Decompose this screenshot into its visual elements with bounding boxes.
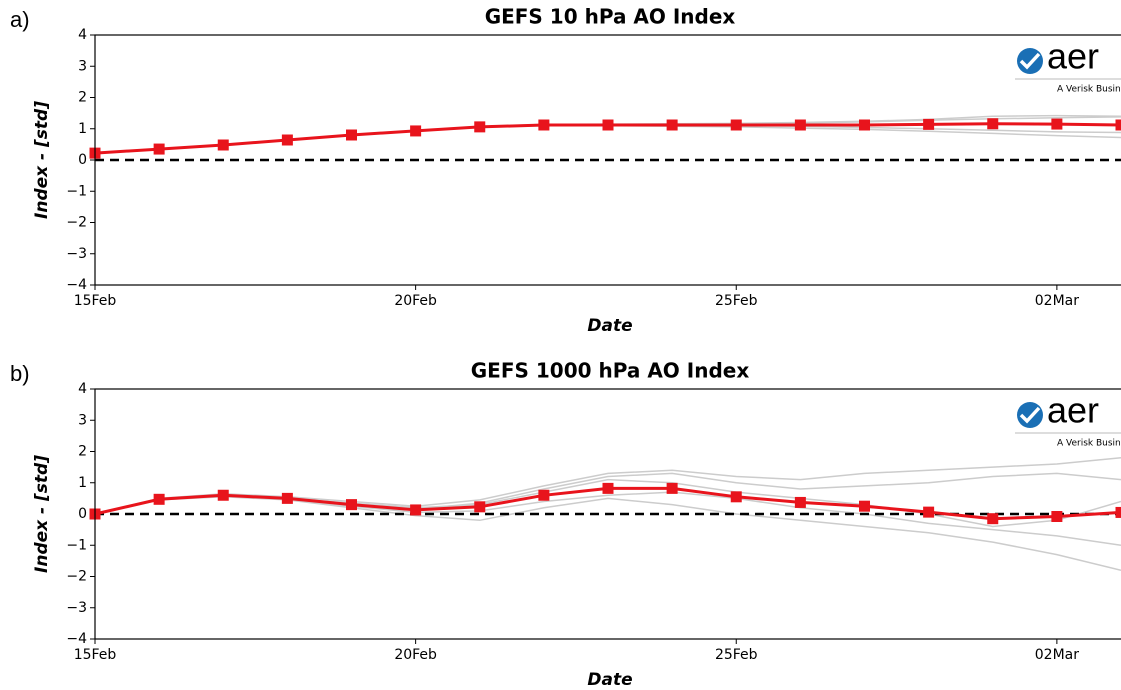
x-tick-label: 25Feb bbox=[715, 293, 758, 309]
x-axis-label: Date bbox=[587, 670, 632, 690]
marker bbox=[923, 506, 935, 518]
x-tick-label: 02Mar bbox=[1035, 293, 1079, 309]
y-tick-label: 1 bbox=[78, 475, 87, 491]
y-tick-label: −2 bbox=[66, 215, 87, 231]
x-tick-label: 20Feb bbox=[394, 647, 437, 663]
marker bbox=[410, 125, 422, 137]
marker bbox=[923, 118, 935, 130]
logo-tagline: A Verisk Business bbox=[1057, 439, 1121, 449]
marker bbox=[153, 493, 165, 505]
x-tick-label: 20Feb bbox=[394, 293, 437, 309]
y-axis-label: Index - [std] bbox=[32, 455, 52, 573]
y-tick-label: −2 bbox=[66, 569, 87, 585]
y-tick-label: 0 bbox=[78, 152, 87, 168]
marker bbox=[474, 121, 486, 133]
marker bbox=[281, 492, 293, 504]
y-tick-label: 3 bbox=[78, 412, 87, 428]
y-tick-label: −3 bbox=[66, 246, 87, 262]
y-tick-label: −4 bbox=[66, 631, 87, 647]
x-tick-label: 15Feb bbox=[74, 647, 117, 663]
logo-icon bbox=[1017, 402, 1043, 428]
y-tick-label: 0 bbox=[78, 506, 87, 522]
y-tick-label: 4 bbox=[78, 381, 87, 397]
logo-tagline: A Verisk Business bbox=[1057, 85, 1121, 95]
marker bbox=[794, 496, 806, 508]
y-tick-label: −1 bbox=[66, 183, 87, 199]
logo-check bbox=[1019, 52, 1041, 70]
marker bbox=[217, 139, 229, 151]
panel: b) GEFS 1000 hPa AO Index Date Index - [std… bbox=[10, 359, 1121, 690]
x-axis-label: Date bbox=[587, 316, 632, 336]
panel-label: a) bbox=[10, 7, 30, 32]
logo: aer A Verisk Business bbox=[1015, 36, 1121, 95]
y-tick-label: 3 bbox=[78, 58, 87, 74]
marker bbox=[410, 504, 422, 516]
marker bbox=[987, 513, 999, 525]
y-tick-label: 2 bbox=[78, 444, 87, 460]
y-tick-label: −4 bbox=[66, 277, 87, 293]
logo-text: aer bbox=[1047, 390, 1099, 431]
marker bbox=[730, 119, 742, 131]
y-tick-label: −1 bbox=[66, 537, 87, 553]
x-tick-label: 15Feb bbox=[74, 293, 117, 309]
marker bbox=[1051, 118, 1063, 130]
x-tick-label: 25Feb bbox=[715, 647, 758, 663]
marker bbox=[794, 119, 806, 131]
marker bbox=[859, 119, 870, 131]
marker bbox=[346, 129, 357, 141]
logo-icon bbox=[1017, 48, 1043, 74]
marker bbox=[217, 489, 229, 501]
member-line bbox=[94, 457, 1121, 515]
marker bbox=[281, 134, 293, 146]
marker bbox=[602, 119, 614, 131]
logo-text: aer bbox=[1047, 36, 1099, 77]
marker bbox=[602, 482, 614, 494]
x-tick-label: 02Mar bbox=[1035, 647, 1079, 663]
logo-check bbox=[1019, 406, 1041, 424]
member-line bbox=[94, 491, 1121, 547]
y-tick-label: 4 bbox=[78, 27, 87, 43]
marker bbox=[987, 118, 999, 130]
marker bbox=[666, 482, 678, 494]
marker bbox=[474, 501, 486, 513]
marker bbox=[153, 143, 165, 155]
chart-title: GEFS 1000 hPa AO Index bbox=[471, 359, 750, 383]
y-tick-label: −3 bbox=[66, 600, 87, 616]
y-axis-label: Index - [std] bbox=[32, 101, 52, 219]
member-line bbox=[94, 496, 1121, 572]
marker bbox=[538, 489, 550, 501]
panel: a) GEFS 10 hPa AO Index Date Index - [std] a… bbox=[10, 5, 1121, 336]
marker bbox=[538, 119, 550, 131]
marker bbox=[346, 499, 357, 511]
chart-title: GEFS 10 hPa AO Index bbox=[485, 5, 736, 29]
plot-frame bbox=[94, 34, 1121, 286]
marker bbox=[1115, 119, 1121, 131]
marker bbox=[1115, 506, 1121, 518]
marker bbox=[1051, 511, 1063, 522]
marker bbox=[859, 500, 870, 512]
logo: aer A Verisk Business bbox=[1015, 390, 1121, 449]
panel-label: b) bbox=[10, 361, 30, 386]
y-tick-label: 1 bbox=[78, 121, 87, 137]
y-tick-label: 2 bbox=[78, 90, 87, 106]
plot-frame bbox=[94, 388, 1121, 640]
marker bbox=[730, 491, 742, 503]
marker bbox=[666, 119, 678, 131]
